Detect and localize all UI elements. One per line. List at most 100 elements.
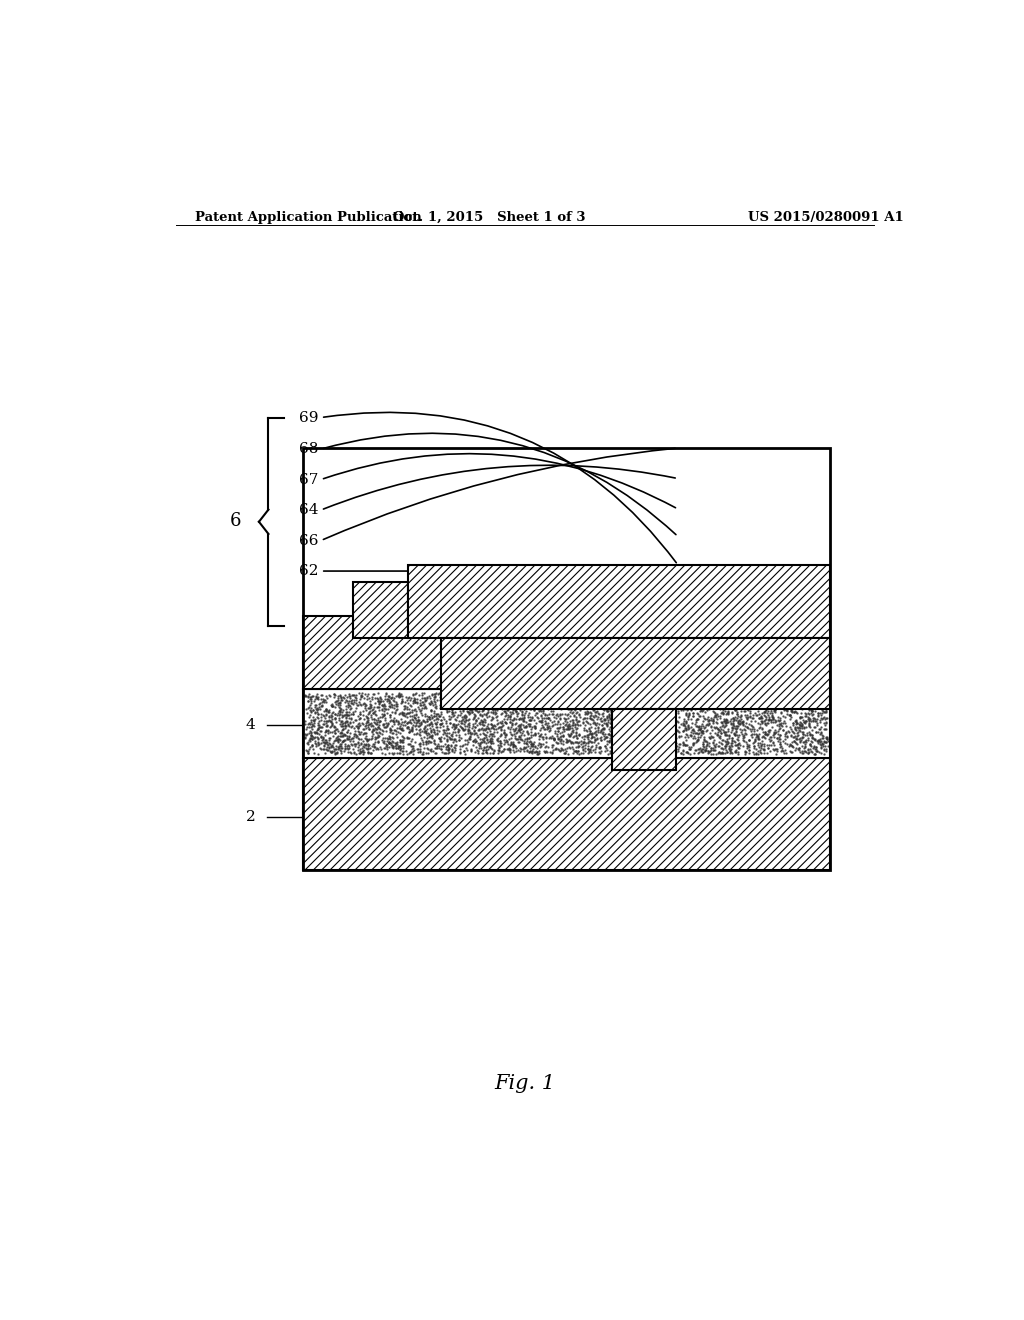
Point: [432, 686, 449, 708]
Point: [411, 719, 427, 741]
Point: [592, 727, 608, 748]
Point: [550, 690, 566, 711]
Point: [468, 685, 484, 706]
Point: [511, 726, 527, 747]
Point: [594, 685, 610, 706]
Point: [680, 718, 696, 739]
Point: [321, 706, 337, 727]
Point: [377, 686, 393, 708]
Point: [748, 723, 764, 744]
Point: [510, 693, 526, 714]
Point: [331, 729, 347, 750]
Point: [553, 725, 569, 746]
Point: [469, 733, 485, 754]
Point: [527, 684, 544, 705]
Point: [402, 696, 419, 717]
Point: [746, 686, 763, 708]
Point: [732, 734, 749, 755]
Point: [523, 734, 540, 755]
Point: [752, 713, 768, 734]
Point: [457, 711, 473, 733]
Point: [341, 684, 357, 705]
Point: [338, 706, 354, 727]
Point: [589, 727, 605, 748]
Point: [602, 700, 618, 721]
Point: [476, 719, 493, 741]
Point: [538, 693, 554, 714]
Point: [795, 742, 811, 763]
Point: [416, 688, 432, 709]
Point: [673, 688, 689, 709]
Point: [502, 718, 518, 739]
Point: [476, 731, 493, 752]
Point: [793, 715, 809, 737]
Point: [458, 710, 474, 731]
Point: [654, 741, 671, 762]
Point: [735, 730, 752, 751]
Point: [812, 690, 828, 711]
Point: [414, 692, 430, 713]
Point: [446, 715, 463, 737]
Point: [409, 710, 425, 731]
Point: [755, 721, 771, 742]
Point: [512, 713, 528, 734]
Point: [724, 730, 740, 751]
Point: [367, 729, 383, 750]
Point: [441, 709, 458, 730]
Point: [356, 737, 373, 758]
Point: [560, 714, 577, 735]
Point: [335, 700, 351, 721]
Point: [406, 723, 422, 744]
Point: [313, 696, 330, 717]
Text: 62: 62: [299, 564, 318, 578]
Point: [410, 692, 426, 713]
Point: [356, 697, 373, 718]
Point: [707, 697, 723, 718]
Point: [464, 722, 480, 743]
Point: [649, 701, 666, 722]
Point: [678, 711, 694, 733]
Point: [775, 719, 792, 741]
Point: [493, 704, 509, 725]
Point: [624, 702, 640, 723]
Point: [573, 737, 590, 758]
Point: [409, 711, 425, 733]
Point: [489, 692, 506, 713]
Point: [423, 726, 439, 747]
Point: [623, 729, 639, 750]
Point: [316, 705, 333, 726]
Point: [632, 711, 648, 733]
Point: [512, 700, 528, 721]
Point: [720, 727, 736, 748]
Point: [468, 714, 484, 735]
Point: [484, 690, 501, 711]
Point: [676, 719, 692, 741]
Point: [718, 739, 734, 760]
Point: [494, 690, 510, 711]
Point: [429, 711, 445, 733]
Point: [471, 719, 487, 741]
Point: [552, 689, 568, 710]
Point: [757, 690, 773, 711]
Point: [686, 725, 702, 746]
Point: [587, 713, 603, 734]
Point: [602, 743, 618, 764]
Point: [733, 701, 750, 722]
Point: [418, 690, 434, 711]
Point: [309, 706, 326, 727]
Point: [694, 697, 711, 718]
Point: [440, 700, 457, 721]
Point: [504, 713, 520, 734]
Point: [451, 688, 467, 709]
Point: [798, 730, 814, 751]
Point: [580, 697, 596, 718]
Point: [339, 686, 355, 708]
Point: [452, 689, 468, 710]
Point: [612, 727, 629, 748]
Point: [304, 729, 321, 750]
Point: [502, 706, 518, 727]
Point: [626, 694, 642, 715]
Point: [418, 730, 434, 751]
Point: [504, 693, 520, 714]
Point: [735, 697, 752, 718]
